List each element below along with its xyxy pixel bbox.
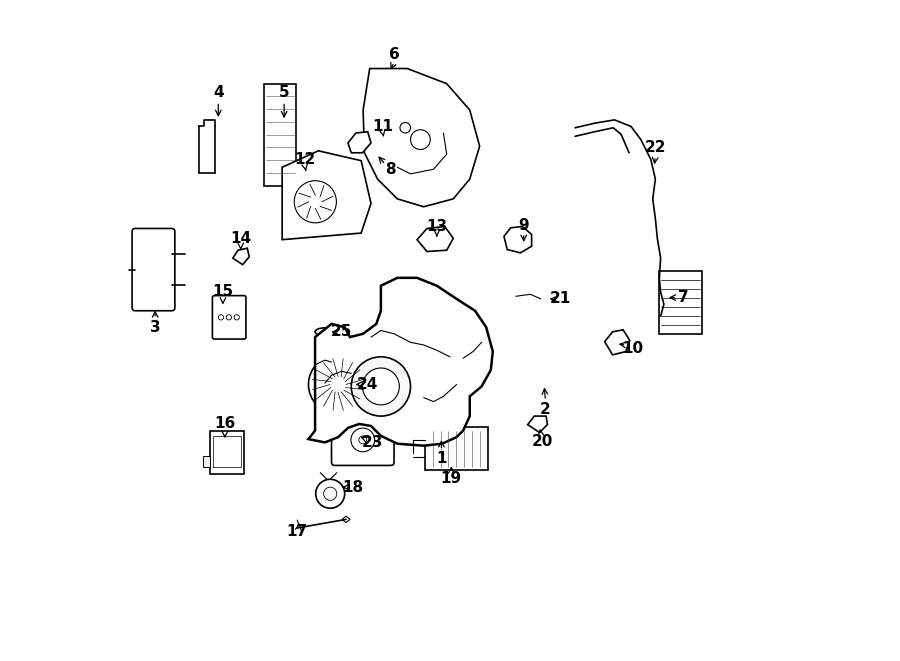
Circle shape [363, 368, 400, 405]
Circle shape [324, 487, 337, 500]
Bar [660, 271, 702, 334]
FancyBboxPatch shape [331, 409, 394, 465]
Text: 20: 20 [532, 434, 553, 449]
Circle shape [400, 122, 410, 133]
Text: 22: 22 [644, 140, 666, 155]
Polygon shape [283, 151, 371, 240]
Text: 3: 3 [149, 320, 160, 334]
Polygon shape [527, 416, 547, 432]
Text: 4: 4 [213, 85, 223, 100]
Text: 15: 15 [212, 284, 233, 299]
Text: 5: 5 [279, 85, 290, 100]
Circle shape [351, 428, 374, 451]
Polygon shape [605, 330, 630, 355]
Polygon shape [233, 249, 249, 264]
Bar [425, 427, 488, 470]
Ellipse shape [315, 328, 335, 336]
Polygon shape [342, 516, 350, 523]
Circle shape [359, 436, 366, 444]
Bar [210, 431, 244, 474]
Circle shape [316, 479, 345, 508]
FancyBboxPatch shape [132, 229, 175, 311]
Text: 23: 23 [362, 435, 383, 450]
Text: 12: 12 [294, 152, 316, 167]
Text: 8: 8 [385, 162, 396, 176]
Text: 21: 21 [550, 292, 572, 307]
Bar [203, 455, 210, 467]
Text: 1: 1 [436, 451, 446, 467]
Text: 18: 18 [342, 480, 363, 494]
Text: 11: 11 [373, 119, 393, 134]
Text: 9: 9 [518, 217, 529, 233]
Text: 13: 13 [427, 219, 447, 234]
Text: 16: 16 [214, 416, 236, 432]
Text: 19: 19 [441, 471, 462, 486]
Text: 14: 14 [230, 231, 251, 246]
Polygon shape [348, 132, 371, 153]
Text: 24: 24 [357, 377, 378, 392]
Text: 2: 2 [540, 402, 551, 417]
FancyBboxPatch shape [212, 295, 246, 339]
Circle shape [351, 357, 410, 416]
Text: 10: 10 [623, 342, 644, 356]
Polygon shape [417, 227, 454, 252]
Polygon shape [363, 69, 480, 207]
Text: 25: 25 [330, 325, 352, 339]
Polygon shape [309, 278, 493, 446]
Circle shape [309, 355, 368, 414]
Text: 17: 17 [287, 524, 308, 539]
Circle shape [219, 315, 223, 320]
Circle shape [294, 180, 337, 223]
Circle shape [331, 378, 345, 391]
Text: 6: 6 [389, 46, 400, 61]
Bar [265, 84, 296, 186]
Circle shape [226, 315, 231, 320]
Text: 7: 7 [679, 290, 689, 305]
Circle shape [410, 130, 430, 149]
Polygon shape [504, 227, 532, 253]
Circle shape [234, 315, 239, 320]
